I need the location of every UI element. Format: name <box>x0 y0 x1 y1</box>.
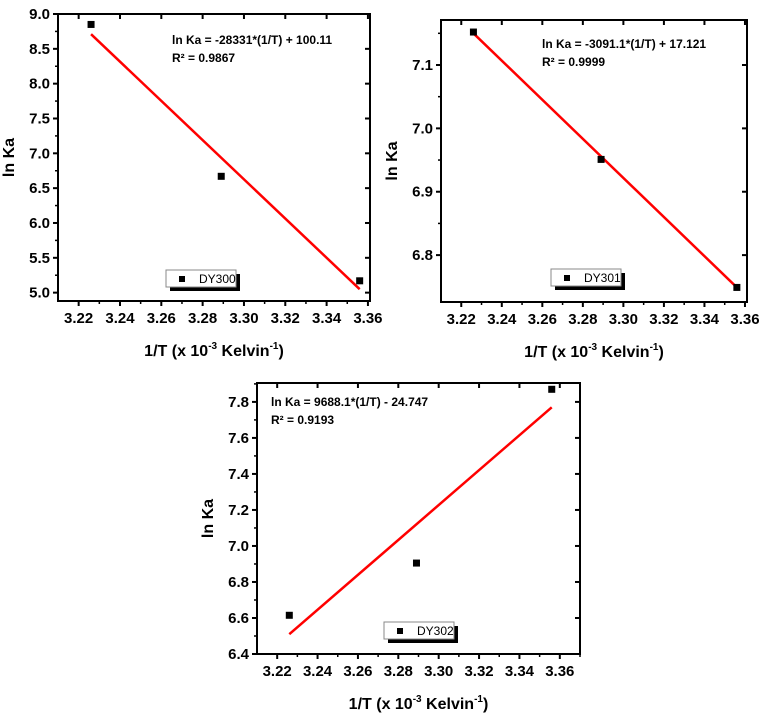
legend-marker-icon <box>564 275 570 281</box>
x-tick-label: 3.26 <box>343 663 372 680</box>
x-tick-label: 3.30 <box>424 663 453 680</box>
fit-line <box>472 32 738 289</box>
data-point <box>469 28 477 36</box>
x-tick-label: 3.32 <box>464 663 493 680</box>
y-tick-label: 6.0 <box>29 215 50 232</box>
x-tick-label: 3.28 <box>384 663 413 680</box>
legend-label: DY300 <box>199 272 236 286</box>
x-tick-label: 3.36 <box>730 311 759 328</box>
x-tick-label: 3.34 <box>690 311 720 328</box>
x-tick-label: 3.24 <box>303 663 333 680</box>
y-tick-label: 9.0 <box>29 6 50 23</box>
y-tick-label: 8.0 <box>29 76 50 93</box>
y-tick-label: 7.0 <box>29 145 50 162</box>
y-tick-label: 6.6 <box>228 610 249 627</box>
x-tick-label: 3.22 <box>64 310 93 327</box>
y-tick-label: 8.5 <box>29 41 50 58</box>
y-tick-label: 6.5 <box>29 180 50 197</box>
data-point <box>285 611 293 619</box>
x-tick-label: 3.30 <box>229 310 258 327</box>
x-tick-label: 3.34 <box>312 310 342 327</box>
data-point <box>733 283 741 291</box>
equation-label: ln Ka = -28331*(1/T) + 100.11 <box>172 33 332 47</box>
x-tick-label: 3.36 <box>545 663 574 680</box>
y-axis-title: ln Ka <box>200 499 217 538</box>
y-tick-label: 7.5 <box>29 110 50 127</box>
equation-label: ln Ka = -3091.1*(1/T) + 17.121 <box>542 37 706 51</box>
fit-line <box>90 33 361 291</box>
y-tick-label: 7.8 <box>228 394 249 411</box>
r-squared-label: R² = 0.9999 <box>542 55 605 69</box>
y-tick-label: 7.2 <box>228 502 249 519</box>
x-tick-label: 3.30 <box>609 311 638 328</box>
legend-marker-icon <box>397 628 403 634</box>
y-axis-title: ln Ka <box>384 141 401 180</box>
legend <box>383 621 455 640</box>
y-tick-label: 5.5 <box>29 250 50 267</box>
r-squared-label: R² = 0.9193 <box>271 413 334 427</box>
x-tick-label: 3.26 <box>528 311 557 328</box>
y-tick-label: 6.8 <box>412 247 433 264</box>
legend-marker-icon <box>179 276 185 282</box>
x-axis-title: 1/T (x 10-3 Kelvin-1) <box>349 694 489 713</box>
y-tick-label: 7.0 <box>228 538 249 555</box>
x-tick-label: 3.24 <box>105 310 135 327</box>
y-axis-title: ln Ka <box>1 138 18 177</box>
data-point <box>217 172 225 180</box>
x-tick-label: 3.28 <box>568 311 597 328</box>
x-tick-label: 3.22 <box>447 311 476 328</box>
chart-panel-dy300: 3.22 3.24 3.26 3.28 3.30 3.32 3.34 3.36 5.0 5.5 6.… <box>1 6 383 360</box>
plot-frame <box>57 13 371 302</box>
x-tick-label: 3.26 <box>147 310 176 327</box>
fit-line <box>288 406 553 636</box>
equation-label: ln Ka = 9688.1*(1/T) - 24.747 <box>271 395 428 409</box>
x-axis-title: 1/T (x 10-3 Kelvin-1) <box>144 341 284 360</box>
y-tick-label: 7.0 <box>412 120 433 137</box>
r-squared-label: R² = 0.9867 <box>172 51 235 65</box>
y-tick-label: 6.8 <box>228 574 249 591</box>
y-tick-label: 6.9 <box>412 184 433 201</box>
y-tick-label: 6.4 <box>228 646 250 663</box>
data-point <box>597 155 605 163</box>
x-tick-label: 3.22 <box>263 663 292 680</box>
x-tick-label: 3.32 <box>271 310 300 327</box>
y-tick-label: 5.0 <box>29 285 50 302</box>
plot-frame <box>440 19 748 303</box>
x-axis-title: 1/T (x 10-3 Kelvin-1) <box>524 342 664 361</box>
legend <box>550 268 622 287</box>
data-point <box>87 20 95 28</box>
data-point <box>412 559 420 567</box>
legend <box>165 269 237 288</box>
x-tick-label: 3.34 <box>505 663 535 680</box>
x-tick-label: 3.32 <box>649 311 678 328</box>
x-tick-label: 3.24 <box>487 311 517 328</box>
x-tick-label: 3.28 <box>188 310 217 327</box>
y-tick-label: 7.6 <box>228 430 249 447</box>
y-tick-label: 7.1 <box>412 57 433 74</box>
x-tick-label: 3.36 <box>353 310 382 327</box>
legend-label: DY301 <box>584 271 621 285</box>
data-point <box>356 277 364 285</box>
chart-panel-dy302: 3.22 3.24 3.26 3.28 3.30 3.32 3.34 3.36 6.4 6.6 6.… <box>200 382 581 713</box>
y-tick-label: 7.4 <box>228 466 250 483</box>
legend-label: DY302 <box>417 624 454 638</box>
chart-panel-dy301: 3.22 3.24 3.26 3.28 3.30 3.32 3.34 3.36 6.8 6.9 7.… <box>384 19 759 361</box>
data-point <box>548 385 556 393</box>
